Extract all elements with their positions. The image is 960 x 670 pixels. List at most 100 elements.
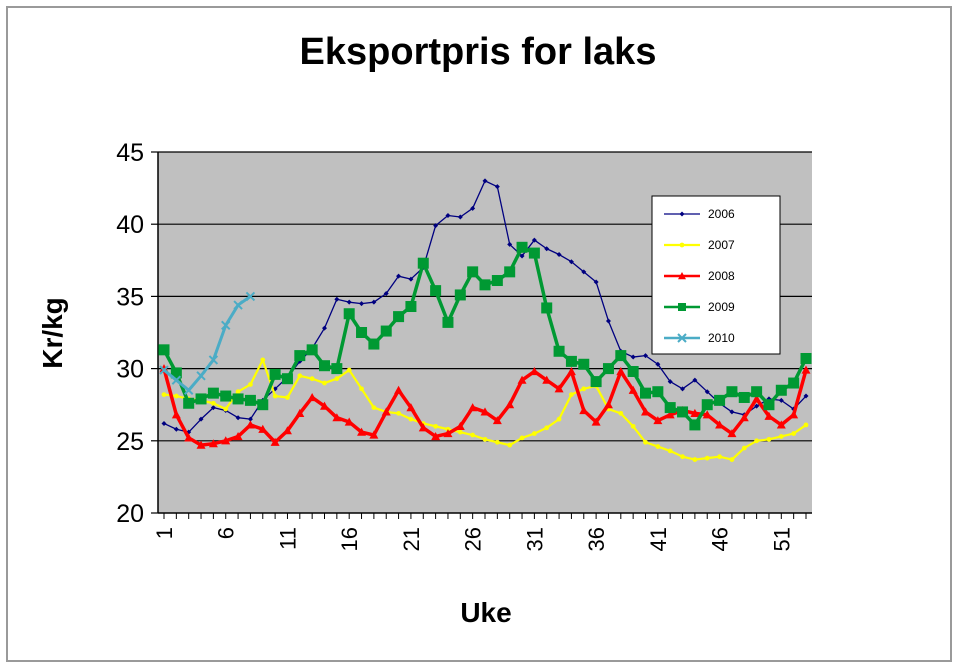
data-point <box>457 429 463 435</box>
data-point <box>270 437 280 446</box>
data-point <box>196 371 206 381</box>
data-point <box>371 405 377 410</box>
data-point <box>233 300 243 310</box>
data-point <box>430 285 442 297</box>
data-point <box>715 420 725 429</box>
data-point <box>766 436 772 442</box>
data-point <box>173 426 179 432</box>
data-point <box>443 429 453 438</box>
data-point <box>591 417 601 426</box>
data-point <box>457 214 463 220</box>
data-point <box>235 389 241 395</box>
legend-item: 2008 <box>664 269 735 283</box>
data-point <box>717 454 722 460</box>
y-tick-label: 30 <box>116 356 144 384</box>
data-point <box>618 410 624 416</box>
data-point <box>369 430 379 439</box>
data-point <box>690 408 700 417</box>
data-point <box>528 247 540 259</box>
data-point <box>579 405 589 415</box>
data-point <box>764 411 774 420</box>
data-point <box>667 448 673 454</box>
data-point <box>519 435 525 441</box>
data-point <box>605 318 611 324</box>
x-tick-label: 1 <box>152 527 177 539</box>
data-point <box>332 413 342 422</box>
data-point <box>726 386 738 398</box>
y-tick-label: 45 <box>116 139 144 167</box>
data-point <box>692 377 698 383</box>
data-point <box>741 445 747 451</box>
data-point <box>272 393 278 399</box>
x-tick-label: 46 <box>708 527 733 551</box>
data-point <box>405 301 417 313</box>
data-point <box>627 365 639 377</box>
data-point <box>494 184 500 190</box>
data-point <box>221 320 231 330</box>
legend-item: 2007 <box>664 238 735 252</box>
data-point <box>763 399 775 411</box>
data-point <box>541 302 553 314</box>
data-point <box>170 367 182 379</box>
data-point <box>343 308 355 320</box>
data-point <box>220 390 232 402</box>
data-point <box>408 416 414 422</box>
data-point <box>184 433 194 442</box>
legend-label: 2010 <box>708 331 735 345</box>
data-point <box>346 367 352 373</box>
data-point <box>408 276 414 282</box>
data-point <box>544 425 550 431</box>
data-point <box>679 242 685 248</box>
data-point <box>417 257 429 269</box>
data-point <box>381 407 391 416</box>
x-tick-label: 51 <box>769 527 794 551</box>
x-tick-label: 26 <box>461 527 486 551</box>
data-point <box>356 327 368 338</box>
data-point <box>247 416 253 422</box>
data-point <box>479 279 491 291</box>
data-point <box>738 391 750 403</box>
data-point <box>198 416 204 422</box>
data-point <box>641 407 650 416</box>
data-point <box>295 408 305 417</box>
data-point <box>221 436 231 445</box>
data-point <box>359 386 364 392</box>
data-point <box>260 357 266 363</box>
data-point <box>628 385 638 394</box>
data-point <box>281 373 293 385</box>
data-point <box>294 350 306 362</box>
data-point <box>727 429 737 438</box>
data-point <box>297 373 303 379</box>
legend-label: 2006 <box>708 207 735 221</box>
data-point <box>431 431 441 441</box>
data-point <box>223 406 229 412</box>
data-point <box>208 439 218 448</box>
data-point <box>516 241 528 253</box>
data-point <box>507 241 513 247</box>
data-point <box>442 316 454 328</box>
data-point <box>556 416 562 422</box>
data-point <box>664 402 676 414</box>
data-point <box>778 397 784 403</box>
data-point <box>282 426 292 435</box>
data-point <box>195 393 207 405</box>
data-point <box>159 365 169 375</box>
data-point <box>468 403 478 412</box>
legend-item: 2010 <box>664 331 735 345</box>
data-point <box>309 376 315 382</box>
data-point <box>529 366 539 376</box>
data-point <box>505 400 515 409</box>
data-point <box>678 272 686 280</box>
data-point <box>630 354 636 360</box>
data-point <box>480 407 490 416</box>
x-tick-label: 6 <box>214 527 239 539</box>
data-point <box>331 363 343 375</box>
data-point <box>470 205 476 211</box>
data-point <box>307 392 317 402</box>
chart-title: Eksportpris for laks <box>300 31 657 73</box>
data-point <box>556 252 562 258</box>
x-tick-label: 41 <box>646 527 671 551</box>
x-tick-label: 31 <box>522 527 547 551</box>
data-point <box>714 394 726 406</box>
